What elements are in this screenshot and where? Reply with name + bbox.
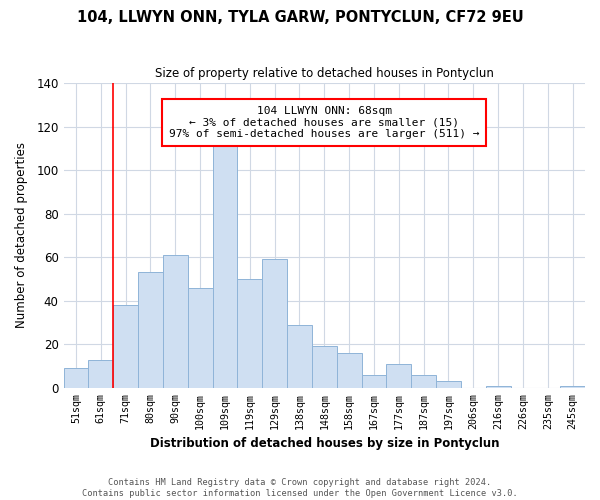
Text: 104, LLWYN ONN, TYLA GARW, PONTYCLUN, CF72 9EU: 104, LLWYN ONN, TYLA GARW, PONTYCLUN, CF… xyxy=(77,10,523,25)
X-axis label: Distribution of detached houses by size in Pontyclun: Distribution of detached houses by size … xyxy=(149,437,499,450)
Bar xyxy=(362,374,386,388)
Bar xyxy=(485,386,511,388)
Bar xyxy=(337,353,362,388)
Bar xyxy=(113,305,138,388)
Bar xyxy=(64,368,88,388)
Text: 104 LLWYN ONN: 68sqm
← 3% of detached houses are smaller (15)
97% of semi-detach: 104 LLWYN ONN: 68sqm ← 3% of detached ho… xyxy=(169,106,479,140)
Bar xyxy=(436,382,461,388)
Bar xyxy=(88,360,113,388)
Bar xyxy=(238,279,262,388)
Bar xyxy=(287,324,312,388)
Y-axis label: Number of detached properties: Number of detached properties xyxy=(15,142,28,328)
Bar xyxy=(262,260,287,388)
Bar xyxy=(560,386,585,388)
Bar xyxy=(386,364,411,388)
Bar xyxy=(312,346,337,388)
Bar xyxy=(138,272,163,388)
Bar xyxy=(188,288,212,388)
Bar xyxy=(212,142,238,388)
Text: Contains HM Land Registry data © Crown copyright and database right 2024.
Contai: Contains HM Land Registry data © Crown c… xyxy=(82,478,518,498)
Bar xyxy=(163,255,188,388)
Bar xyxy=(411,374,436,388)
Title: Size of property relative to detached houses in Pontyclun: Size of property relative to detached ho… xyxy=(155,68,494,80)
